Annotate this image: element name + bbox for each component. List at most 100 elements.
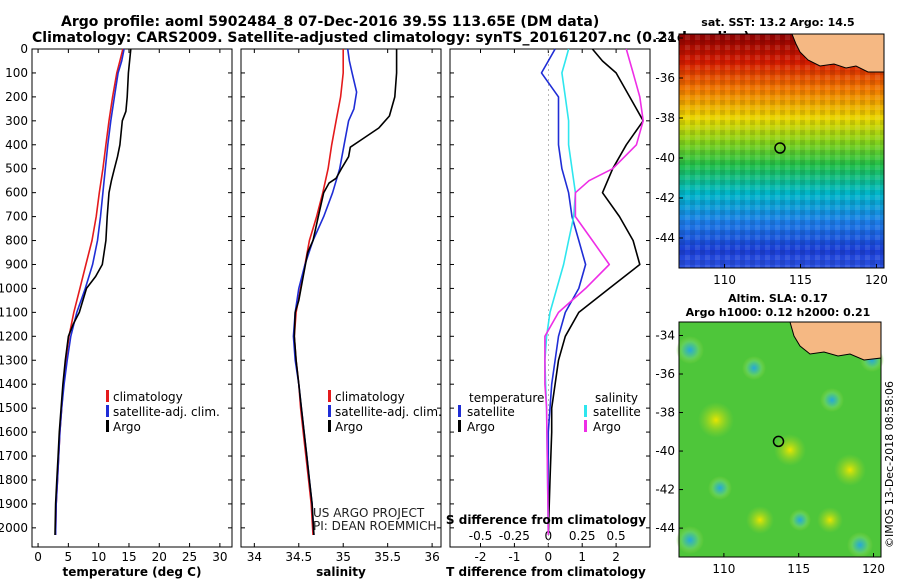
sla-eddy bbox=[676, 336, 704, 364]
depth-tick-label: 200 bbox=[5, 90, 28, 104]
difference-legend-salinity: salinity satellite Argo bbox=[584, 391, 641, 434]
map-x-tick-label: 115 bbox=[789, 273, 812, 287]
s-tick-label: 0.5 bbox=[607, 529, 626, 543]
s-tick-label: -0.5 bbox=[469, 529, 492, 543]
map-y-tick-label: -44 bbox=[655, 231, 675, 245]
map-x-tick-label: 120 bbox=[865, 273, 888, 287]
sla-warm-patch bbox=[834, 454, 866, 486]
depth-tick-label: 1900 bbox=[0, 497, 28, 511]
map-y-tick-label: -42 bbox=[655, 483, 675, 497]
legend-swatch-t-satellite bbox=[458, 405, 461, 417]
depth-tick-label: 600 bbox=[5, 186, 28, 200]
legend-label-t-satellite: satellite bbox=[467, 405, 515, 419]
sst-map-title: sat. SST: 13.2 Argo: 14.5 bbox=[701, 16, 854, 29]
sla-warm-patch bbox=[746, 506, 774, 534]
difference-legend-temperature: temperature satellite Argo bbox=[458, 391, 544, 434]
series-line-argo bbox=[293, 49, 398, 536]
legend-swatch-climatology bbox=[328, 390, 331, 402]
depth-tick-label: 1000 bbox=[0, 281, 28, 295]
project-credit-1: US ARGO PROJECT bbox=[313, 506, 425, 520]
legend-heading-temperature: temperature bbox=[469, 391, 544, 405]
salinity-legend: climatology satellite-adj. clim. Argo bbox=[328, 390, 442, 434]
sst-map-axes: 110 115 120 -34 -36 -38 -40 -42 -44 bbox=[655, 31, 887, 287]
legend-label-argo: Argo bbox=[335, 420, 363, 434]
depth-tick-label: 800 bbox=[5, 234, 28, 248]
legend-swatch-argo bbox=[328, 420, 331, 432]
legend-label-satellite: satellite-adj. clim. bbox=[113, 405, 220, 419]
sla-map-frame bbox=[678, 321, 882, 558]
title-line-2: Climatology: CARS2009. Satellite-adjuste… bbox=[32, 30, 750, 46]
sla-map-axes: 110 115 120 -34 -36 -38 -40 -42 -44 bbox=[655, 328, 885, 576]
map-y-tick-label: -42 bbox=[655, 191, 675, 205]
x-tick-label: 20 bbox=[152, 550, 167, 564]
salinity-plot-area bbox=[240, 48, 442, 548]
depth-tick-label: 900 bbox=[5, 257, 28, 271]
map-x-tick-label: 110 bbox=[712, 562, 735, 576]
sla-eddy bbox=[847, 532, 873, 558]
x-tick-label: 35.5 bbox=[374, 550, 401, 564]
x-tick-label: -1 bbox=[508, 550, 520, 564]
depth-tick-label: 2000 bbox=[0, 521, 28, 535]
legend-label-s-satellite: satellite bbox=[593, 405, 641, 419]
x-tick-label: 25 bbox=[182, 550, 197, 564]
series-line-s-argo bbox=[544, 48, 645, 536]
series-line-argo bbox=[54, 48, 132, 536]
x-tick-label: 36 bbox=[424, 550, 439, 564]
depth-tick-label: 0 bbox=[20, 42, 28, 56]
series-line-t-argo bbox=[547, 48, 645, 536]
depth-tick-label: 500 bbox=[5, 162, 28, 176]
x-tick-label: 30 bbox=[212, 550, 227, 564]
title-line-1: Argo profile: aoml 5902484_8 07-Dec-2016… bbox=[61, 14, 599, 30]
legend-swatch-t-argo bbox=[458, 420, 461, 432]
x-tick-label: 15 bbox=[121, 550, 136, 564]
map-x-tick-label: 110 bbox=[713, 273, 736, 287]
legend-swatch-satellite bbox=[328, 405, 331, 417]
legend-swatch-s-satellite bbox=[584, 405, 587, 417]
map-y-tick-label: -40 bbox=[655, 444, 675, 458]
temperature-legend: climatology satellite-adj. clim. Argo bbox=[106, 390, 220, 434]
depth-tick-label: 300 bbox=[5, 114, 28, 128]
x-tick-label: 1 bbox=[578, 550, 586, 564]
difference-panel: -2 -1 0 1 2-0.5 -0.25 0 0.25 0.5 bbox=[449, 48, 651, 564]
map-y-tick-label: -38 bbox=[655, 406, 675, 420]
legend-label-s-argo: Argo bbox=[593, 420, 621, 434]
legend-swatch-argo bbox=[106, 420, 109, 432]
map-x-tick-label: 120 bbox=[862, 562, 885, 576]
sla-eddy bbox=[820, 388, 844, 412]
difference-xlabel: T difference from climatology bbox=[446, 565, 646, 579]
depth-tick-label: 1700 bbox=[0, 449, 28, 463]
depth-tick-label: 1200 bbox=[0, 329, 28, 343]
legend-label-argo: Argo bbox=[113, 420, 141, 434]
sla-eddy bbox=[676, 526, 704, 554]
x-tick-label: 34 bbox=[247, 550, 262, 564]
s-difference-label: S difference from climatology bbox=[446, 513, 646, 527]
legend-swatch-s-argo bbox=[584, 420, 587, 432]
sla-map-title-2: Argo h1000: 0.12 h2000: 0.21 bbox=[686, 306, 871, 319]
sla-warm-patch bbox=[774, 434, 806, 466]
sla-warm-patch bbox=[698, 402, 734, 438]
x-tick-label: -2 bbox=[475, 550, 487, 564]
sla-warm-patch bbox=[817, 507, 843, 533]
map-y-tick-label: -36 bbox=[655, 71, 675, 85]
sla-map: Altim. SLA: 0.17 Argo h1000: 0.12 h2000:… bbox=[655, 292, 885, 576]
map-y-tick-label: -40 bbox=[655, 151, 675, 165]
temperature-xlabel: temperature (deg C) bbox=[63, 565, 202, 579]
sla-eddy bbox=[708, 476, 732, 500]
temperature-panel: 0 5 10 15 20 25 30 bbox=[31, 48, 233, 564]
depth-tick-label: 1500 bbox=[0, 401, 28, 415]
map-x-tick-label: 115 bbox=[787, 562, 810, 576]
depth-tick-label: 1800 bbox=[0, 473, 28, 487]
temperature-plot-area bbox=[31, 48, 233, 548]
legend-heading-salinity: salinity bbox=[595, 391, 638, 405]
sla-eddy bbox=[742, 356, 766, 380]
depth-tick-label: 1100 bbox=[0, 305, 28, 319]
legend-label-climatology: climatology bbox=[335, 390, 405, 404]
sst-map-texture bbox=[679, 34, 884, 268]
sla-map-title-1: Altim. SLA: 0.17 bbox=[728, 292, 828, 305]
map-y-tick-label: -34 bbox=[655, 31, 675, 45]
salinity-panel: 34 34.5 35 35.5 36 bbox=[240, 48, 442, 564]
depth-tick-label: 100 bbox=[5, 66, 28, 80]
depth-tick-label: 1400 bbox=[0, 377, 28, 391]
sst-map: sat. SST: 13.2 Argo: 14.5 110 115 120 -34 -3… bbox=[655, 16, 887, 287]
